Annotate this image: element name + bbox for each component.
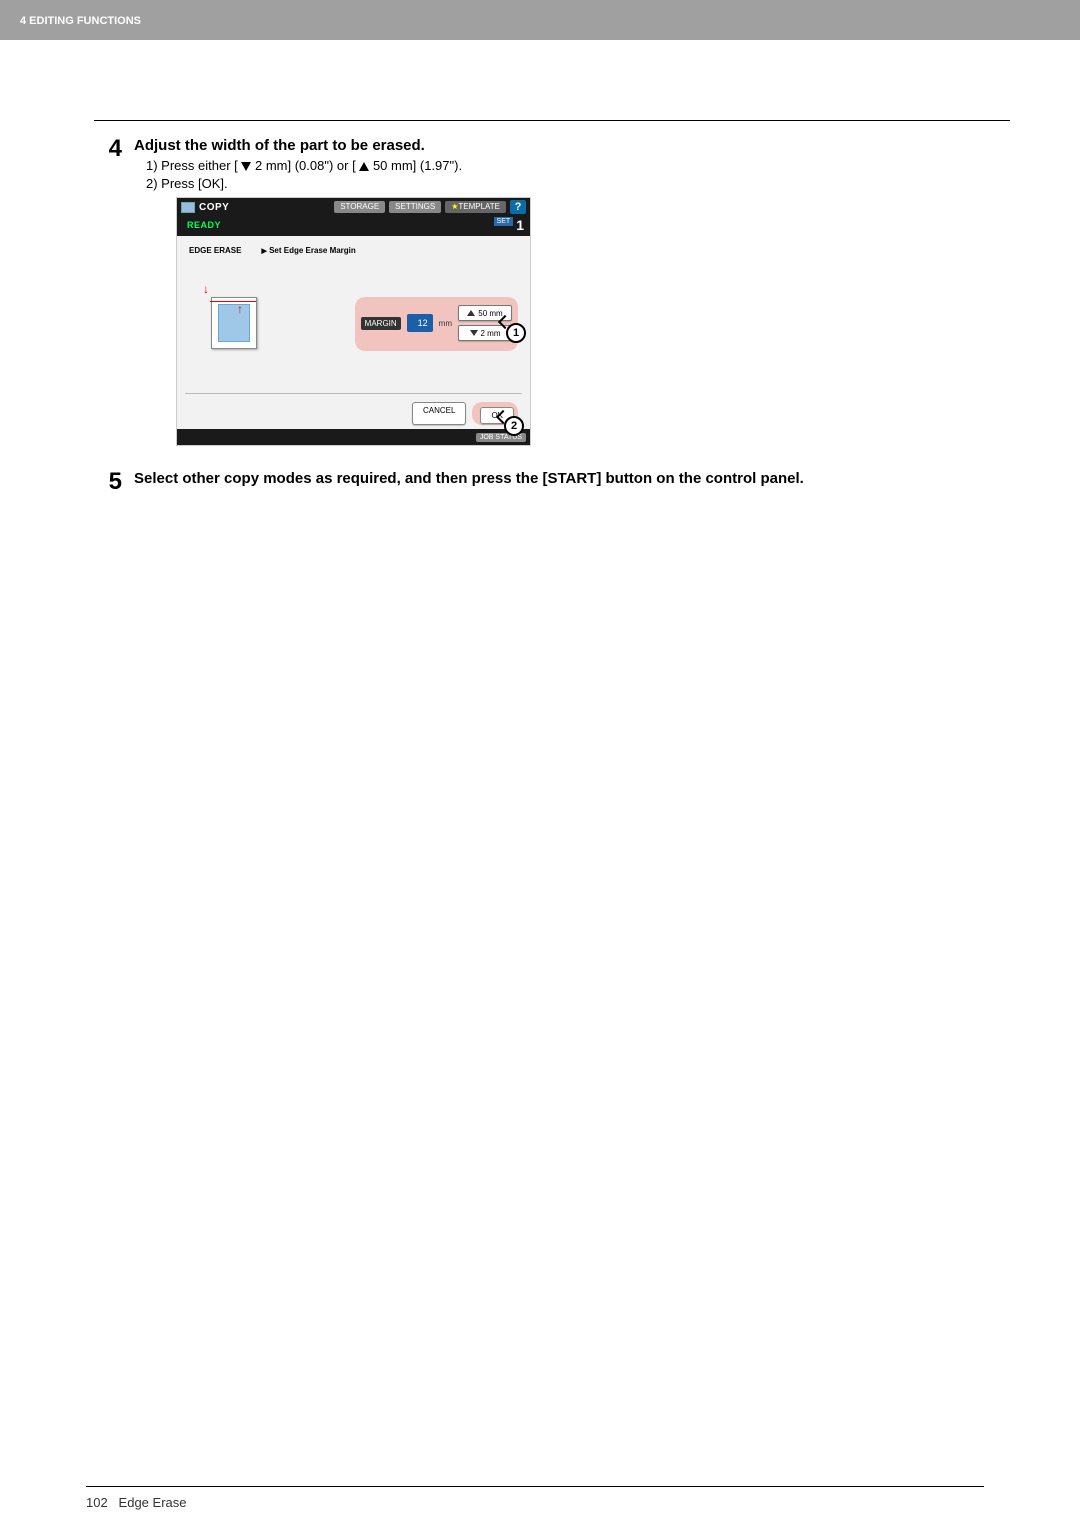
- header-section: 4 EDITING FUNCTIONS: [20, 15, 141, 27]
- triangle-up-icon: [359, 162, 369, 171]
- step-4-title: Adjust the width of the part to be erase…: [134, 137, 1010, 154]
- action-row: CANCEL OK 2: [185, 402, 522, 425]
- footer-divider: [86, 1486, 984, 1487]
- header-bar: 4 EDITING FUNCTIONS: [0, 0, 1080, 40]
- screen-body: EDGE ERASE ▶ Set Edge Erase Margin ↓: [177, 236, 530, 429]
- help-button[interactable]: ?: [510, 200, 526, 214]
- screen-footer: JOB STATUS: [177, 429, 530, 445]
- top-divider: [94, 120, 1010, 121]
- storage-button[interactable]: STORAGE: [334, 201, 385, 213]
- step-4-number: 4: [94, 137, 122, 446]
- page-number: 102: [86, 1495, 108, 1510]
- template-button[interactable]: ★TEMPLATE: [445, 201, 506, 213]
- highlight-1: MARGIN 12 mm 50 mm: [355, 297, 518, 351]
- body-divider: [185, 393, 522, 394]
- cancel-button[interactable]: CANCEL: [412, 402, 466, 425]
- margin-controls: MARGIN 12 mm 50 mm: [289, 297, 518, 351]
- copy-label: COPY: [199, 202, 229, 213]
- screenshot: COPY STORAGE SETTINGS ★TEMPLATE ? READY …: [176, 197, 531, 446]
- page-inner: [218, 304, 250, 342]
- footer-text: 102 Edge Erase: [86, 1495, 984, 1510]
- set-box: SET 1: [494, 217, 524, 233]
- body-header: EDGE ERASE ▶ Set Edge Erase Margin: [185, 244, 522, 261]
- instruction-text: ▶ Set Edge Erase Margin: [261, 246, 355, 255]
- status-bar: READY SET 1: [177, 216, 530, 236]
- mm-label: mm: [439, 319, 452, 328]
- menu-bar: COPY STORAGE SETTINGS ★TEMPLATE ?: [177, 198, 530, 216]
- margin-label: MARGIN: [361, 317, 401, 330]
- down-triangle-icon: [470, 330, 478, 336]
- device-screen: COPY STORAGE SETTINGS ★TEMPLATE ? READY …: [176, 197, 531, 446]
- step-5-content: Select other copy modes as required, and…: [134, 470, 1010, 494]
- ready-label: READY: [187, 220, 221, 230]
- step-4-line1: 1) Press either [ 2 mm] (0.08") or [ 50 …: [134, 158, 1010, 173]
- step-5-number: 5: [94, 470, 122, 494]
- red-arrow-down-icon: ↓: [203, 283, 209, 295]
- step-5-title: Select other copy modes as required, and…: [134, 470, 1010, 487]
- template-label: TEMPLATE: [458, 202, 500, 211]
- triangle-down-icon: [241, 162, 251, 171]
- instruction-label: Set Edge Erase Margin: [269, 246, 356, 255]
- step-4-content: Adjust the width of the part to be erase…: [134, 137, 1010, 446]
- page-preview: [211, 297, 257, 349]
- edge-erase-label: EDGE ERASE: [189, 246, 241, 255]
- decrease-label: 2 mm: [481, 329, 501, 338]
- page-preview-area: ↓ ↑: [189, 289, 269, 359]
- increase-label: 50 mm: [478, 309, 502, 318]
- red-line: [210, 301, 256, 302]
- page-footer: 102 Edge Erase: [0, 1476, 1080, 1528]
- red-arrow-up-icon: ↑: [237, 303, 243, 315]
- set-label: SET: [494, 217, 514, 226]
- step-4-line1-mid1: 2 mm] (0.08") or [: [255, 158, 359, 173]
- step-4-line1-prefix: 1) Press either [: [146, 158, 241, 173]
- footer-title: Edge Erase: [119, 1495, 187, 1510]
- main-area: ↓ ↑ MARGIN 12 mm: [185, 261, 522, 387]
- copy-icon: [181, 202, 195, 213]
- step-4: 4 Adjust the width of the part to be era…: [94, 137, 1010, 446]
- highlight-2: OK 2: [472, 402, 518, 425]
- callout-2: 2: [504, 416, 524, 436]
- page-wrap: 4 EDITING FUNCTIONS 4 Adjust the width o…: [0, 0, 1080, 1528]
- up-triangle-icon: [467, 310, 475, 316]
- margin-value: 12: [407, 314, 433, 332]
- callout-1: 1: [506, 323, 526, 343]
- set-number: 1: [516, 217, 524, 233]
- step-5: 5 Select other copy modes as required, a…: [94, 470, 1010, 494]
- settings-button[interactable]: SETTINGS: [389, 201, 441, 213]
- step-4-line2: 2) Press [OK].: [134, 176, 1010, 191]
- page-body: 4 Adjust the width of the part to be era…: [0, 40, 1080, 548]
- step-4-line1-mid2: 50 mm] (1.97").: [373, 158, 462, 173]
- arrow-icon: ▶: [261, 248, 266, 255]
